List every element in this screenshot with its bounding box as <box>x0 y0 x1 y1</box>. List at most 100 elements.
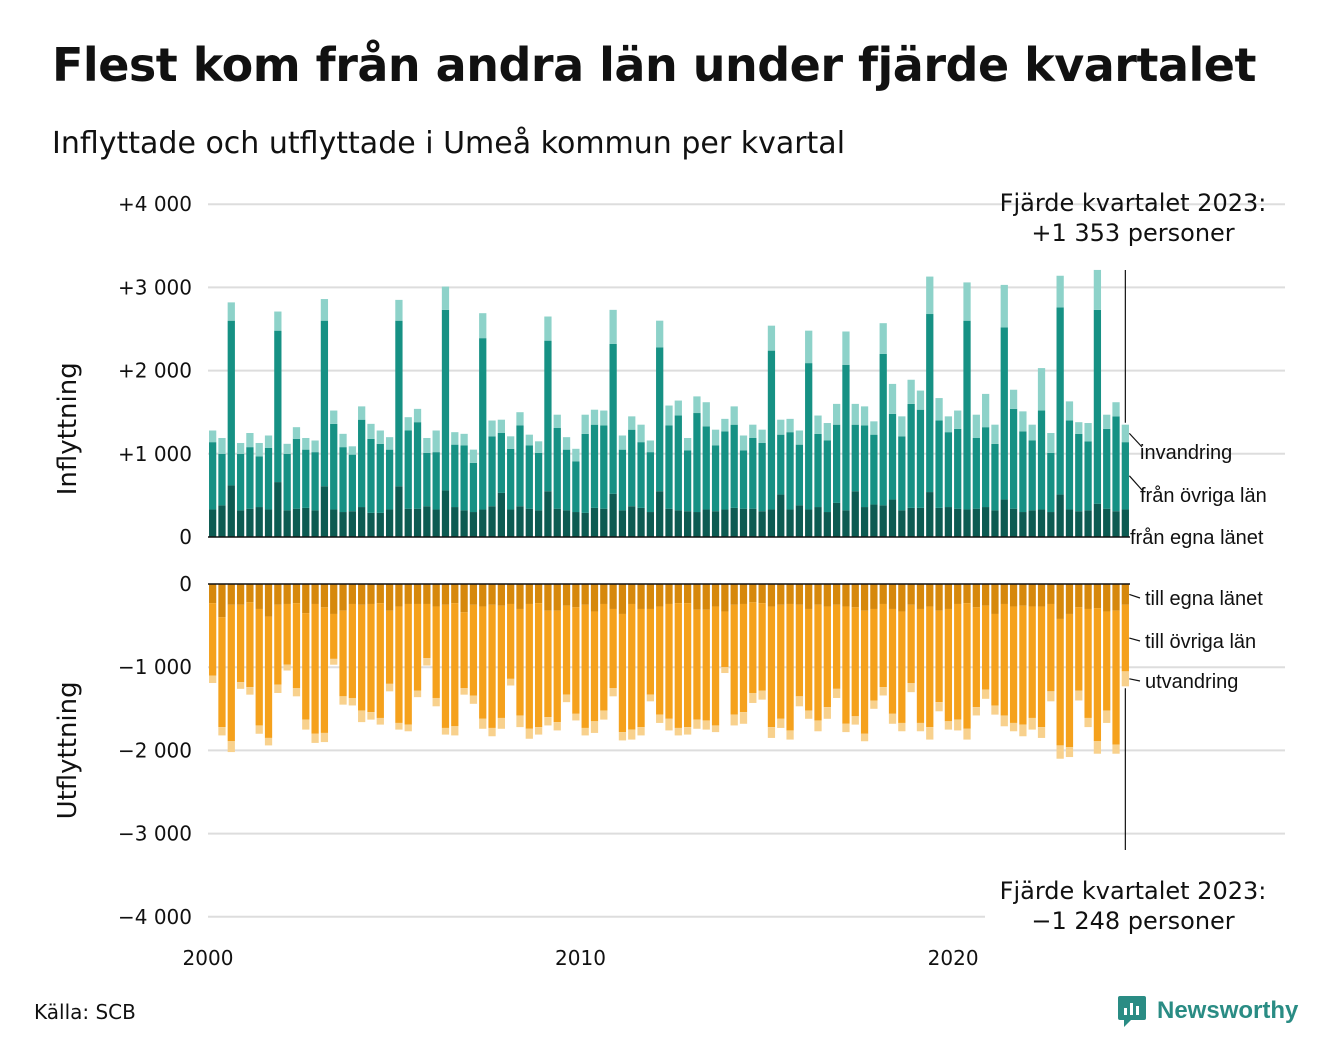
bar-inflow-own-county <box>525 508 533 537</box>
bar-inflow-immigration <box>879 323 887 354</box>
bar-inflow-own-county <box>553 508 561 537</box>
bar-inflow-own-county <box>385 509 394 537</box>
bar-outflow-emigration <box>665 718 673 731</box>
bar-inflow-own-county <box>1065 509 1074 537</box>
bar-outflow-other-counties <box>590 611 599 722</box>
bar-inflow-other-counties <box>739 450 748 509</box>
bar-inflow-immigration <box>516 412 524 426</box>
bar-inflow-own-county <box>721 509 729 537</box>
bar-outflow-other-counties <box>581 604 589 728</box>
bar-inflow-immigration <box>413 408 422 423</box>
bar-inflow-immigration <box>991 424 999 444</box>
legend-label-inflow: invandring <box>1140 442 1232 464</box>
bar-inflow-own-county <box>562 510 571 537</box>
bar-inflow-own-county <box>637 507 645 537</box>
bar-outflow-other-counties <box>944 608 953 722</box>
bar-inflow-other-counties <box>274 330 282 483</box>
bar-outflow-own-county <box>1065 584 1074 614</box>
bar-outflow-own-county <box>274 584 282 605</box>
bar-inflow-immigration <box>693 396 701 414</box>
bar-outflow-emigration <box>311 733 319 743</box>
bar-outflow-own-county <box>330 584 338 614</box>
bar-inflow-immigration <box>786 418 794 433</box>
bar-inflow-immigration <box>1103 414 1111 429</box>
bar-outflow-own-county <box>749 584 757 603</box>
leader-line-inflow <box>1128 432 1143 448</box>
bar-outflow-other-counties <box>534 603 543 728</box>
bar-outflow-other-counties <box>767 606 776 728</box>
bar-inflow-immigration <box>432 430 440 453</box>
bar-inflow-immigration <box>795 430 804 445</box>
bar-outflow-emigration <box>954 719 962 731</box>
bar-inflow-immigration <box>926 276 934 315</box>
bar-inflow-immigration <box>777 419 785 435</box>
bar-inflow-immigration <box>758 429 766 443</box>
bar-inflow-own-county <box>395 486 403 537</box>
bar-inflow-own-county <box>991 510 999 537</box>
bar-inflow-other-counties <box>926 314 934 493</box>
bar-inflow-immigration <box>823 423 831 441</box>
bar-outflow-emigration <box>991 705 999 715</box>
bar-outflow-emigration <box>693 719 701 729</box>
bar-outflow-emigration <box>711 725 720 733</box>
bar-outflow-other-counties <box>311 603 319 734</box>
bar-inflow-other-counties <box>1037 410 1046 510</box>
bar-outflow-emigration <box>795 696 804 707</box>
bar-inflow-immigration <box>833 403 841 425</box>
bar-outflow-emigration <box>1093 741 1102 754</box>
bar-outflow-emigration <box>805 710 813 719</box>
leader-line-outflow <box>1129 678 1141 682</box>
bar-inflow-own-county <box>1019 512 1027 537</box>
bar-outflow-own-county <box>227 584 235 605</box>
bar-outflow-own-county <box>469 584 478 605</box>
bar-inflow-immigration <box>460 433 468 446</box>
bar-inflow-other-counties <box>227 320 235 486</box>
bar-inflow-other-counties <box>898 436 906 511</box>
bar-outflow-emigration <box>1037 727 1046 738</box>
bar-outflow-other-counties <box>385 610 394 684</box>
bar-inflow-other-counties <box>302 449 310 508</box>
bar-inflow-other-counties <box>1112 416 1120 512</box>
bar-outflow-own-county <box>935 584 943 611</box>
bar-outflow-other-counties <box>553 610 561 723</box>
bar-outflow-emigration <box>739 712 748 724</box>
bar-inflow-own-county <box>479 509 487 537</box>
newsworthy-logo-text: Newsworthy <box>1157 997 1299 1024</box>
bar-inflow-immigration <box>1000 284 1008 328</box>
bar-inflow-immigration <box>851 403 859 425</box>
bar-inflow-immigration <box>590 409 599 425</box>
bar-inflow-immigration <box>907 379 915 404</box>
bar-inflow-own-county <box>451 507 459 537</box>
bar-outflow-other-counties <box>255 608 263 726</box>
bar-inflow-immigration <box>236 442 245 454</box>
bar-outflow-own-county <box>1056 584 1064 619</box>
bar-outflow-emigration <box>870 700 878 709</box>
bar-inflow-other-counties <box>935 420 943 508</box>
bar-outflow-other-counties <box>1103 611 1111 711</box>
bar-inflow-other-counties <box>851 424 859 492</box>
bar-inflow-immigration <box>702 402 710 427</box>
bar-inflow-other-counties <box>954 428 962 509</box>
bar-inflow-other-counties <box>311 452 319 511</box>
bar-outflow-other-counties <box>833 604 841 689</box>
bar-outflow-emigration <box>842 723 850 733</box>
bar-inflow-immigration <box>488 420 496 437</box>
bar-outflow-other-counties <box>218 617 226 728</box>
leader-line-outflow <box>1129 637 1141 642</box>
bar-outflow-own-county <box>870 584 878 609</box>
bar-outflow-other-counties <box>264 616 273 738</box>
x-tick-label: 2010 <box>555 946 606 970</box>
bar-inflow-other-counties <box>1084 441 1092 511</box>
bar-inflow-own-county <box>683 511 692 537</box>
bar-inflow-own-county <box>1047 512 1055 537</box>
bar-inflow-immigration <box>404 417 412 431</box>
bar-outflow-emigration <box>246 687 254 695</box>
bar-outflow-own-county <box>656 584 664 607</box>
bar-outflow-other-counties <box>702 609 710 721</box>
bar-inflow-own-county <box>935 507 943 537</box>
bar-outflow-other-counties <box>991 613 999 706</box>
bar-inflow-other-counties <box>497 433 505 493</box>
bar-outflow-own-county <box>879 584 887 604</box>
bar-outflow-emigration <box>404 724 412 732</box>
bar-inflow-own-county <box>497 492 505 537</box>
